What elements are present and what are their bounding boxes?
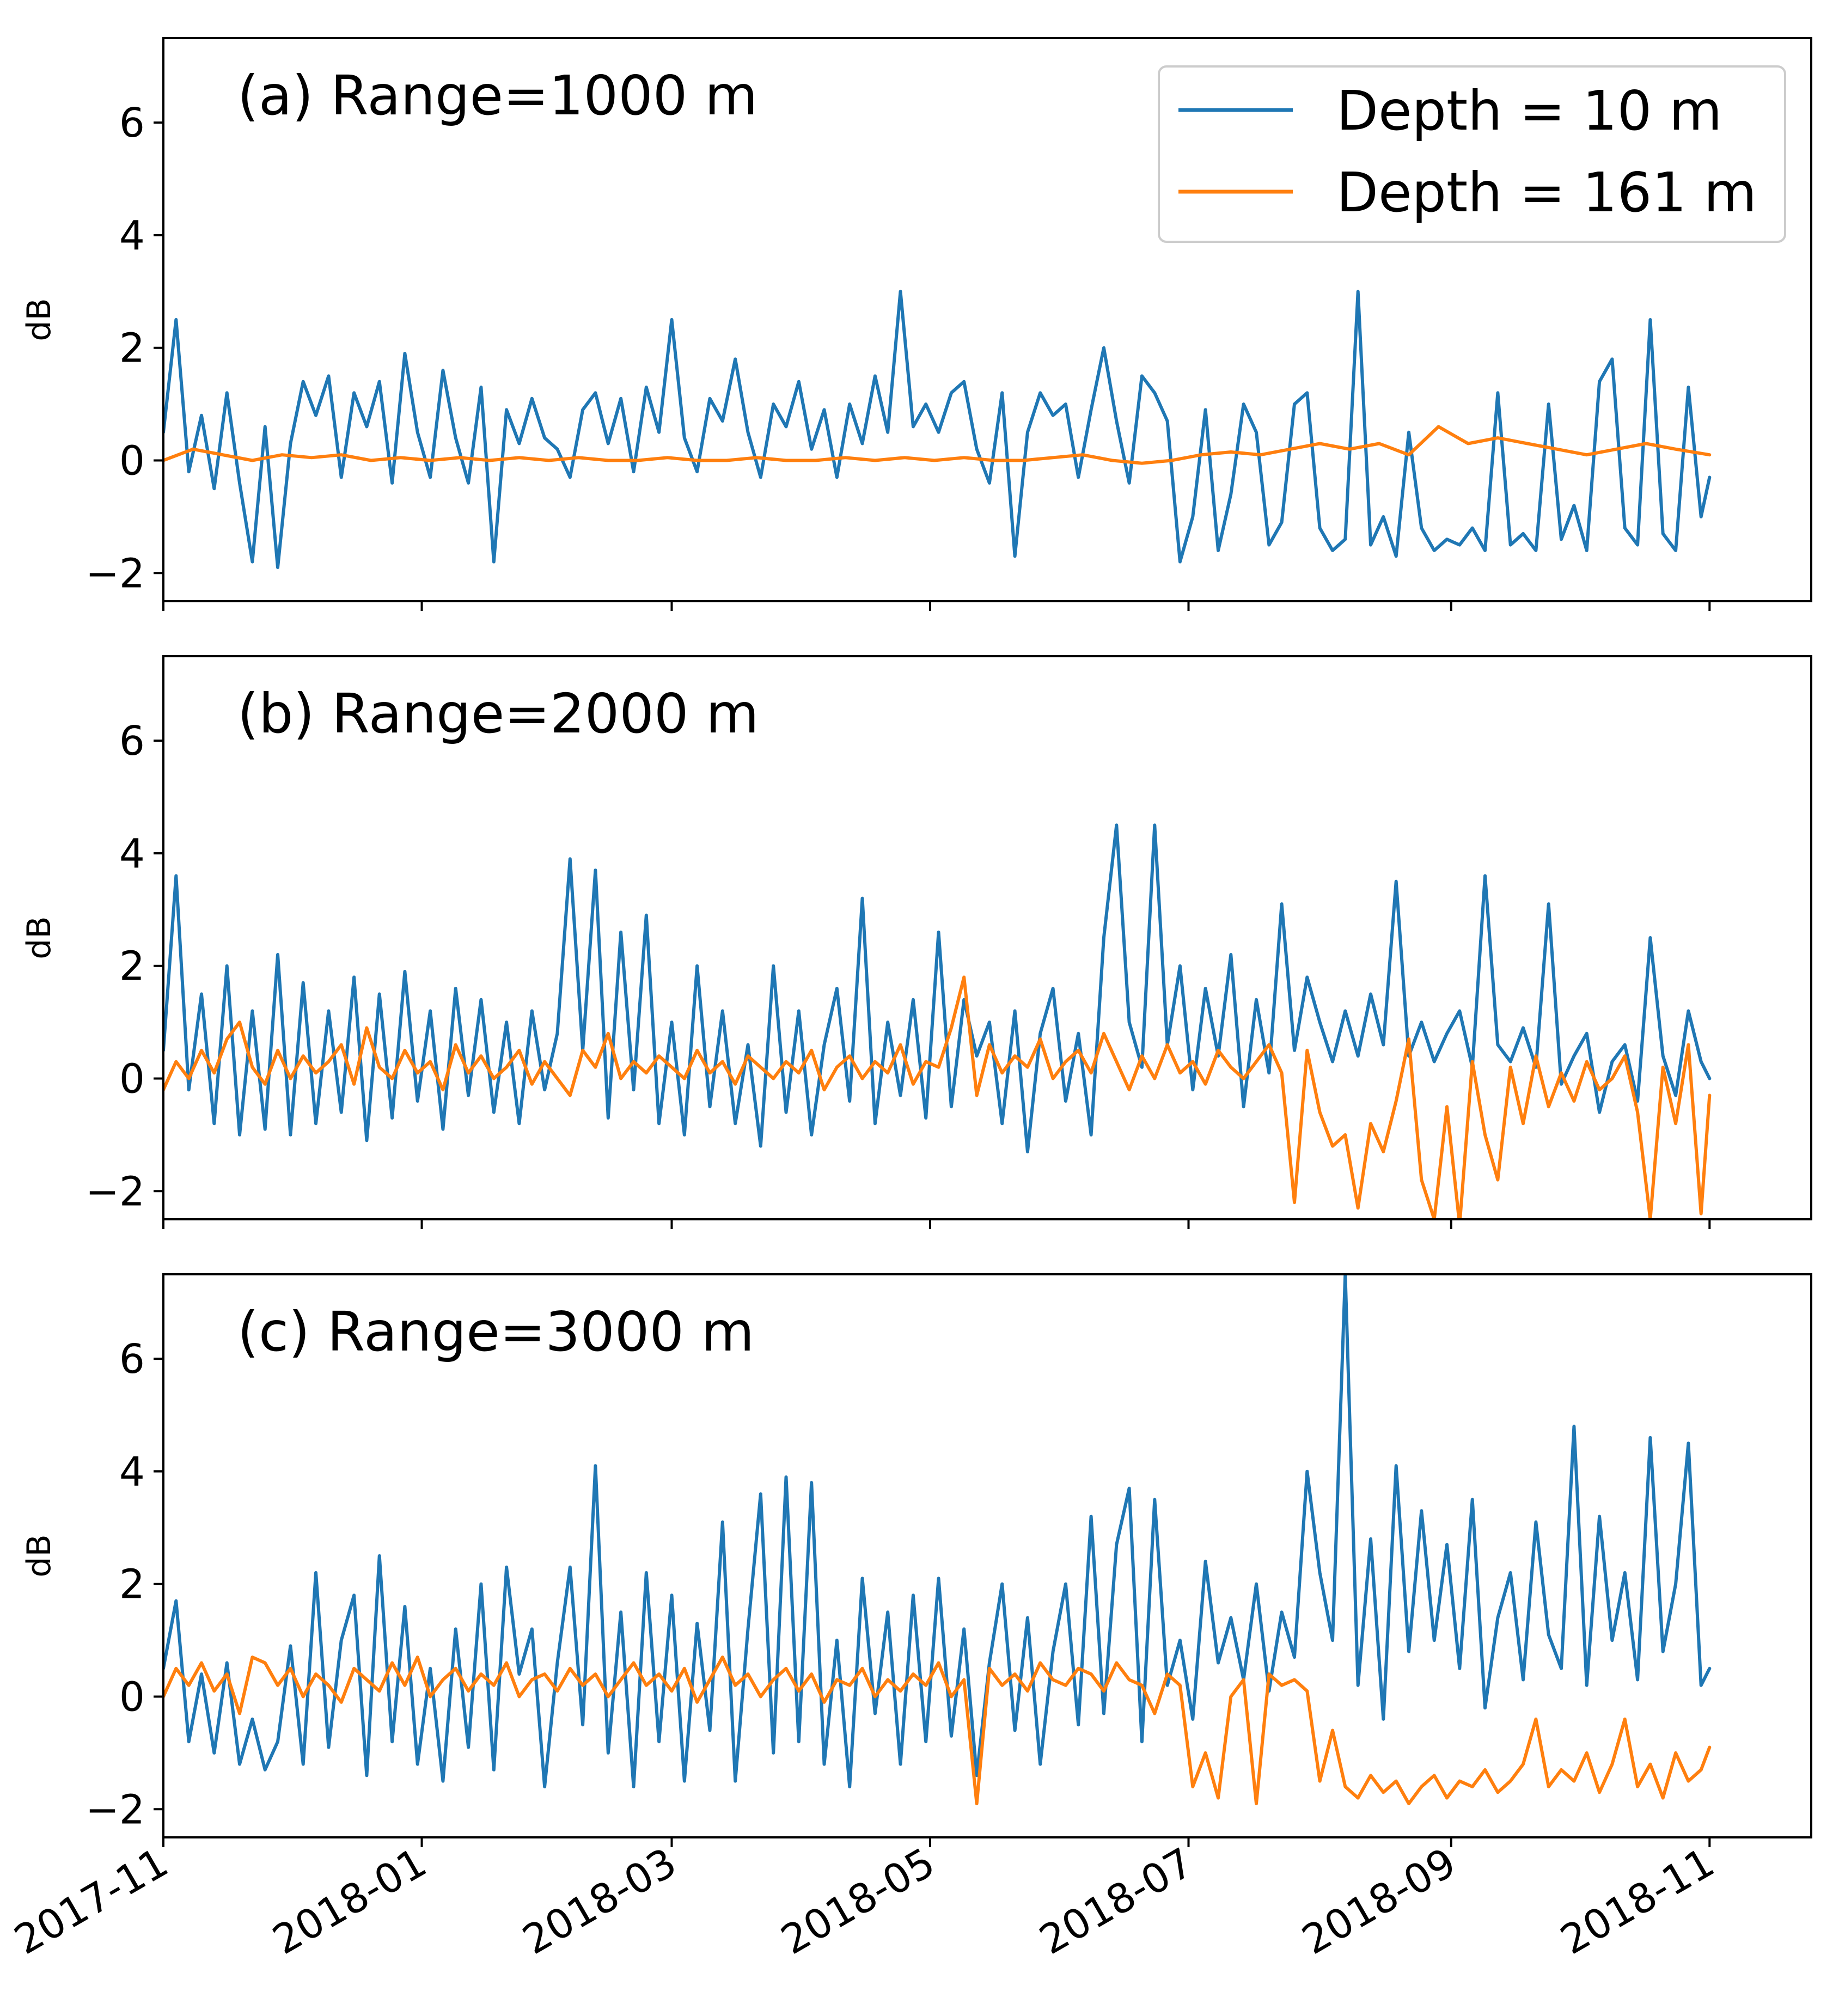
- axes-frame: [162, 37, 1812, 602]
- y-tick-label: 2: [119, 325, 145, 372]
- y-tick-label: 0: [119, 1056, 145, 1103]
- series-line-depth-161m: [163, 1655, 1712, 1805]
- x-tick-label: 2018-01: [265, 1839, 435, 1964]
- x-tick-label: 2017-11: [7, 1839, 176, 1964]
- series-group: [163, 290, 1712, 569]
- x-tick-label: 2018-09: [1294, 1839, 1464, 1964]
- y-tick-label: −2: [85, 1168, 145, 1215]
- axes-frame: [162, 655, 1812, 1220]
- legend-box: [1158, 65, 1786, 243]
- y-tick-label: −2: [85, 550, 145, 597]
- panel-title-b: (b) Range=2000 m: [237, 682, 759, 746]
- legend: Depth = 10 m Depth = 161 m: [1158, 65, 1786, 243]
- y-axis-label: dB: [20, 916, 58, 959]
- y-tick-label: 4: [119, 212, 145, 259]
- y-tick-label: 4: [119, 1449, 145, 1495]
- axes-frame: [162, 1273, 1812, 1838]
- y-tick-label: 6: [119, 1336, 145, 1383]
- x-tick-label: 2018-03: [515, 1839, 685, 1964]
- y-tick-label: 6: [119, 100, 145, 146]
- y-tick-label: 4: [119, 830, 145, 877]
- series-group: [163, 1274, 1712, 1805]
- panel-title-c: (c) Range=3000 m: [237, 1300, 754, 1364]
- panel-c: 6 4 2 0 −2 2017-11 2018-01 2018-03 2018-05 2018-0…: [7, 1273, 1812, 1964]
- series-line-depth-10m: [163, 823, 1712, 1153]
- y-tick-label: 0: [119, 438, 145, 485]
- y-tick-label: 2: [119, 943, 145, 990]
- y-axis-label: dB: [20, 1534, 58, 1577]
- panel-b: 6 4 2 0 −2 dB (b) Range=2000 m: [20, 655, 1812, 1229]
- series-group: [163, 823, 1712, 1219]
- y-tick-label: 2: [119, 1561, 145, 1608]
- y-tick-label: 0: [119, 1674, 145, 1721]
- y-tick-label: −2: [85, 1786, 145, 1833]
- legend-entry-depth-161m: Depth = 161 m: [1336, 161, 1757, 224]
- series-line-depth-10m: [163, 290, 1712, 569]
- legend-entry-depth-10m: Depth = 10 m: [1336, 79, 1722, 143]
- y-tick-label: 6: [119, 718, 145, 765]
- panel-title-a: (a) Range=1000 m: [237, 64, 758, 127]
- series-line-depth-161m: [163, 425, 1712, 465]
- x-tick-label: 2018-07: [1032, 1839, 1201, 1964]
- series-line-depth-161m: [163, 975, 1712, 1219]
- y-axis-label: dB: [20, 298, 58, 341]
- x-tick-label: 2018-11: [1553, 1839, 1722, 1964]
- x-tick-label: 2018-05: [773, 1839, 943, 1964]
- series-line-depth-10m: [163, 1274, 1712, 1788]
